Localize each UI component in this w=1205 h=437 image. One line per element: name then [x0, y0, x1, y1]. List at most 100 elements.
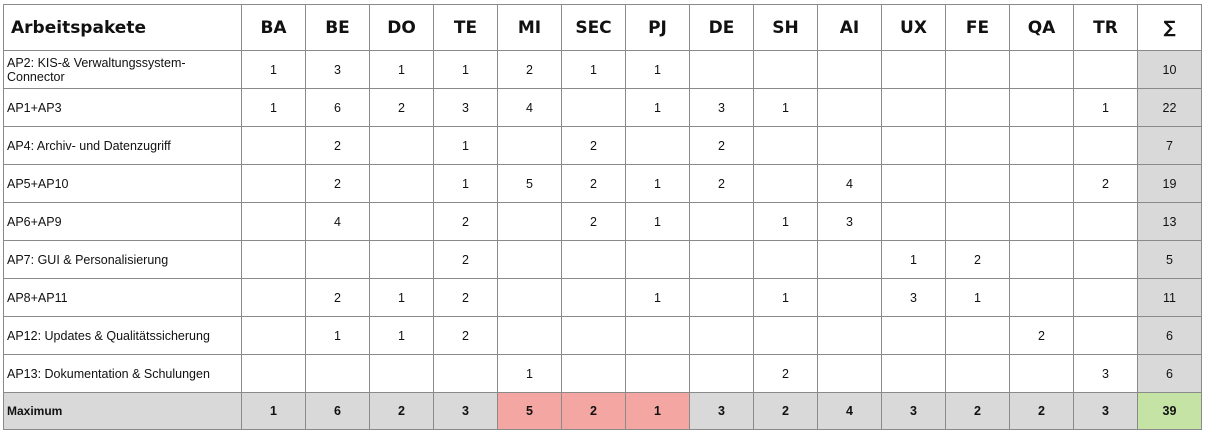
table-cell: 1	[241, 88, 306, 127]
table-cell: 1	[945, 278, 1010, 317]
row-label: AP6+AP9	[3, 202, 242, 241]
maximum-cell: 3	[433, 392, 498, 430]
table-cell	[945, 354, 1010, 393]
table-cell: 2	[433, 202, 498, 241]
row-label: AP2: KIS-& Verwaltungssystem-Connector	[3, 50, 242, 89]
table-cell	[1009, 354, 1074, 393]
table-cell	[625, 240, 690, 279]
table-cell	[625, 316, 690, 355]
table-cell	[945, 164, 1010, 203]
table-cell: 4	[497, 88, 562, 127]
row-sum-cell: 22	[1137, 88, 1202, 127]
table-cell	[1009, 278, 1074, 317]
table-row: AP4: Archiv- und Datenzugriff 2 1 2 2 7	[3, 126, 1202, 165]
table-cell	[753, 126, 818, 165]
header-ai: AI	[817, 4, 882, 51]
table-cell: 6	[305, 88, 370, 127]
table-cell	[241, 126, 306, 165]
table-cell: 2	[1073, 164, 1138, 203]
table-cell	[881, 354, 946, 393]
row-label: AP12: Updates & Qualitätssicherung	[3, 316, 242, 355]
table-cell	[817, 240, 882, 279]
table-cell	[1009, 240, 1074, 279]
table-cell: 2	[689, 164, 754, 203]
table-cell	[881, 126, 946, 165]
row-sum-cell: 13	[1137, 202, 1202, 241]
table-cell	[369, 354, 434, 393]
row-label: AP1+AP3	[3, 88, 242, 127]
table-cell: 1	[753, 202, 818, 241]
table-cell: 2	[305, 126, 370, 165]
table-cell	[1009, 88, 1074, 127]
table-cell: 2	[497, 50, 562, 89]
table-cell: 1	[497, 354, 562, 393]
table-cell	[625, 354, 690, 393]
table-cell	[689, 240, 754, 279]
table-cell	[817, 126, 882, 165]
table-cell	[945, 88, 1010, 127]
table-row: AP1+AP3 1 6 2 3 4 1 3 1 1 22	[3, 88, 1202, 127]
table-cell	[497, 240, 562, 279]
table-cell	[753, 240, 818, 279]
row-sum-cell: 7	[1137, 126, 1202, 165]
maximum-total-cell: 39	[1137, 392, 1202, 430]
maximum-row: Maximum 1 6 2 3 5 2 1 3 2 4 3 2 2 3 39	[3, 392, 1202, 430]
table-cell: 2	[561, 126, 626, 165]
table-cell	[369, 202, 434, 241]
table-cell	[305, 354, 370, 393]
table-cell: 2	[561, 202, 626, 241]
row-sum-cell: 10	[1137, 50, 1202, 89]
table-cell	[241, 354, 306, 393]
table-cell: 1	[881, 240, 946, 279]
row-sum-cell: 5	[1137, 240, 1202, 279]
table-cell	[945, 316, 1010, 355]
header-ux: UX	[881, 4, 946, 51]
table-cell: 1	[433, 164, 498, 203]
table-row: AP12: Updates & Qualitätssicherung 1 1 2 2 6	[3, 316, 1202, 355]
table-cell	[945, 126, 1010, 165]
table-row: AP8+AP11 2 1 2 1 1 3 1 11	[3, 278, 1202, 317]
table-cell	[881, 88, 946, 127]
row-label: AP8+AP11	[3, 278, 242, 317]
row-sum-cell: 11	[1137, 278, 1202, 317]
table-cell: 1	[625, 164, 690, 203]
row-label: AP13: Dokumentation & Schulungen	[3, 354, 242, 393]
table-cell: 1	[625, 50, 690, 89]
maximum-cell: 3	[689, 392, 754, 430]
header-pj: PJ	[625, 4, 690, 51]
table-cell	[433, 354, 498, 393]
table-cell: 3	[689, 88, 754, 127]
table-cell	[1073, 202, 1138, 241]
header-de: DE	[689, 4, 754, 51]
table-cell	[1073, 240, 1138, 279]
table-row: AP6+AP9 4 2 2 1 1 3 13	[3, 202, 1202, 241]
header-arbeitspakete: Arbeitspakete	[3, 4, 242, 51]
header-be: BE	[305, 4, 370, 51]
table-cell	[1009, 202, 1074, 241]
table-cell: 2	[305, 278, 370, 317]
table-cell: 2	[433, 316, 498, 355]
table-row: AP5+AP10 2 1 5 2 1 2 4 2 19	[3, 164, 1202, 203]
table-row: AP7: GUI & Personalisierung 2 1 2 5	[3, 240, 1202, 279]
table-cell: 1	[241, 50, 306, 89]
table-cell	[241, 202, 306, 241]
table-cell: 3	[1073, 354, 1138, 393]
header-te: TE	[433, 4, 498, 51]
maximum-cell: 2	[945, 392, 1010, 430]
table-cell	[689, 278, 754, 317]
table-cell	[881, 50, 946, 89]
table-cell	[1009, 164, 1074, 203]
table-cell: 4	[305, 202, 370, 241]
table-cell	[1073, 278, 1138, 317]
table-cell: 1	[305, 316, 370, 355]
table-cell	[241, 164, 306, 203]
maximum-cell: 6	[305, 392, 370, 430]
table-cell: 2	[689, 126, 754, 165]
row-sum-cell: 6	[1137, 316, 1202, 355]
maximum-cell: 2	[753, 392, 818, 430]
table-cell: 3	[305, 50, 370, 89]
table-cell	[497, 278, 562, 317]
table-cell	[369, 240, 434, 279]
table-cell	[1009, 126, 1074, 165]
table-body: AP2: KIS-& Verwaltungssystem-Connector 1 3…	[3, 50, 1202, 430]
